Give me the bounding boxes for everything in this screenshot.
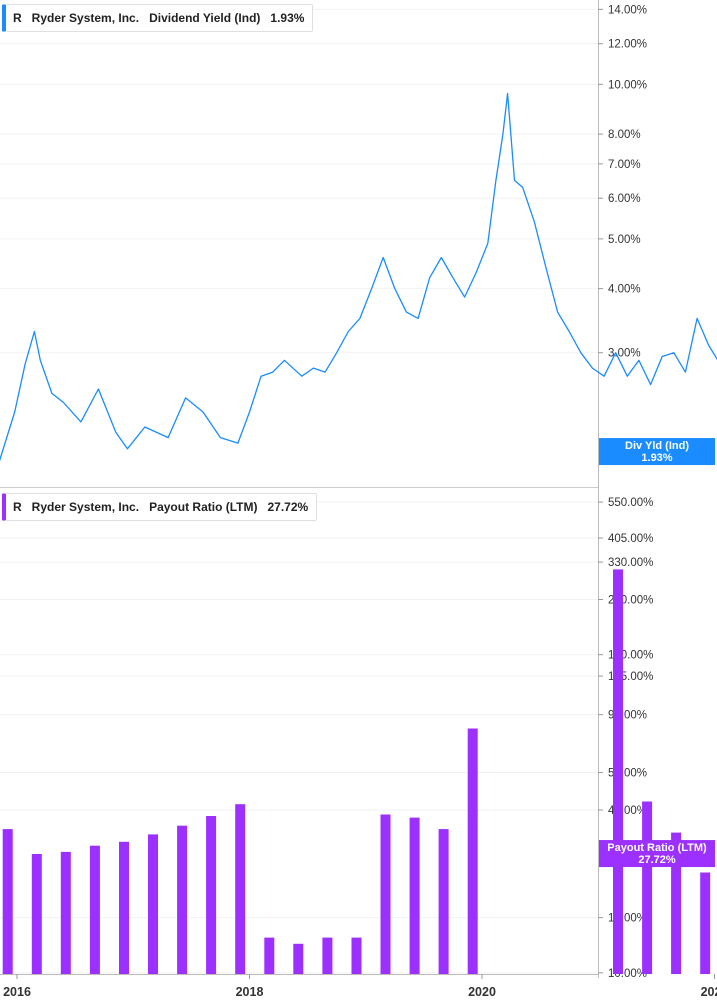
payout-ratio-current-tag: Payout Ratio (LTM)27.72%	[599, 840, 715, 868]
x-tick-label: 2018	[236, 985, 264, 999]
payout-bar	[293, 943, 304, 974]
payout-bar	[264, 937, 275, 974]
payout-bar	[2, 829, 13, 974]
payout-bar	[409, 817, 420, 974]
y-tick-label: 3.00%	[608, 348, 641, 360]
payout-bar	[119, 841, 129, 974]
y-tick-label: 10.00%	[608, 79, 647, 91]
payout-bar	[438, 829, 449, 974]
payout-bar	[177, 825, 188, 974]
legend-company: Ryder System, Inc.	[31, 500, 140, 514]
y-tick-label: 14.00%	[608, 4, 647, 16]
payout-ratio-legend[interactable]: R Ryder System, Inc. Payout Ratio (LTM) …	[2, 493, 318, 521]
dividend-yield-panel: 14.00% 12.00% 10.00% 8.00% 7.00% 6.00% 5.00% 4.…	[0, 4, 717, 466]
dividend-yield-legend[interactable]: R Ryder System, Inc. Dividend Yield (Ind…	[2, 4, 314, 32]
y-tick-label: 8.00%	[608, 129, 641, 141]
payout-bar	[642, 801, 653, 974]
payout-bar	[380, 814, 391, 974]
legend-ticker: R	[13, 500, 22, 514]
payout-bar	[31, 854, 42, 974]
y-tick-label: 7.00%	[608, 159, 641, 171]
legend-ticker: R	[13, 11, 22, 25]
x-tick-label: 2020	[468, 985, 496, 999]
payout-bar	[148, 834, 158, 974]
legend-value: 27.72%	[267, 500, 309, 514]
current-value-tag-bg	[599, 840, 715, 868]
y-tick-label: 6.00%	[608, 193, 641, 205]
legend-metric: Dividend Yield (Ind)	[149, 11, 261, 25]
y-tick-label: 12.00%	[608, 39, 647, 51]
y-tick-label: 5.00%	[608, 234, 641, 246]
payout-bar	[322, 937, 333, 974]
legend-value: 1.93%	[270, 11, 305, 25]
y-tick-label: 550.00%	[608, 497, 653, 509]
current-value-tag-value: 1.93%	[641, 452, 672, 464]
current-value-tag-bg	[599, 438, 715, 466]
legend-company: Ryder System, Inc.	[31, 11, 140, 25]
payout-bar	[351, 937, 362, 974]
grid-lines	[0, 8, 598, 974]
legend-metric: Payout Ratio (LTM)	[149, 500, 258, 514]
y-tick-label: 330.00%	[608, 557, 653, 569]
y-tick-label: 405.00%	[608, 533, 653, 545]
payout-bar	[613, 569, 623, 974]
x-tick-label: 2022	[701, 985, 717, 999]
x-tick-label: 2016	[3, 985, 31, 999]
current-value-tag-value: 27.72%	[638, 854, 676, 866]
payout-bar	[206, 816, 217, 974]
y-tick-label: 4.00%	[608, 284, 641, 296]
payout-bar	[467, 728, 478, 974]
payout-ratio-panel: 550.00%405.00%330.00%240.00%150.00%125.0…	[2, 497, 715, 980]
dividend-yield-current-tag: Div Yld (Ind)1.93%	[599, 438, 715, 466]
payout-bar	[235, 804, 246, 974]
payout-bar	[671, 832, 682, 974]
payout-bar	[60, 851, 71, 974]
payout-bar	[89, 845, 100, 974]
x-axis: 201620182020202220242026	[3, 974, 717, 999]
current-value-tag-label: Div Yld (Ind)	[625, 440, 689, 452]
payout-bar	[700, 872, 711, 974]
current-value-tag-label: Payout Ratio (LTM)	[607, 842, 707, 854]
dividend-yield-line	[0, 92, 717, 461]
